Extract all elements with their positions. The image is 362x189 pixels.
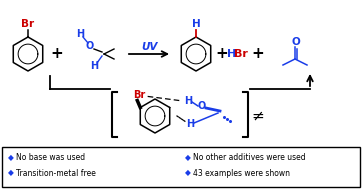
Text: ◆: ◆ (185, 153, 191, 163)
Text: 43 examples were shown: 43 examples were shown (193, 169, 290, 177)
Text: Br: Br (21, 19, 34, 29)
Text: ◆: ◆ (185, 169, 191, 177)
Text: H: H (90, 61, 98, 71)
Text: UV: UV (141, 42, 157, 52)
Text: Br: Br (234, 49, 248, 59)
Text: H: H (191, 19, 201, 29)
Text: O: O (86, 41, 94, 51)
Text: H: H (76, 29, 84, 39)
Text: +: + (252, 46, 264, 61)
Text: H: H (186, 119, 194, 129)
Text: ◆: ◆ (8, 169, 14, 177)
FancyBboxPatch shape (2, 147, 360, 187)
Text: No base was used: No base was used (16, 153, 85, 163)
Text: H: H (227, 49, 237, 59)
Text: No other additives were used: No other additives were used (193, 153, 306, 163)
Text: ◆: ◆ (8, 153, 14, 163)
Text: H: H (184, 96, 192, 106)
Text: ≠: ≠ (252, 108, 264, 123)
Text: +: + (51, 46, 63, 61)
Text: Transition-metal free: Transition-metal free (16, 169, 96, 177)
Text: O: O (198, 101, 206, 111)
Text: O: O (292, 37, 300, 47)
Text: Br: Br (133, 90, 146, 99)
Text: +: + (216, 46, 228, 61)
